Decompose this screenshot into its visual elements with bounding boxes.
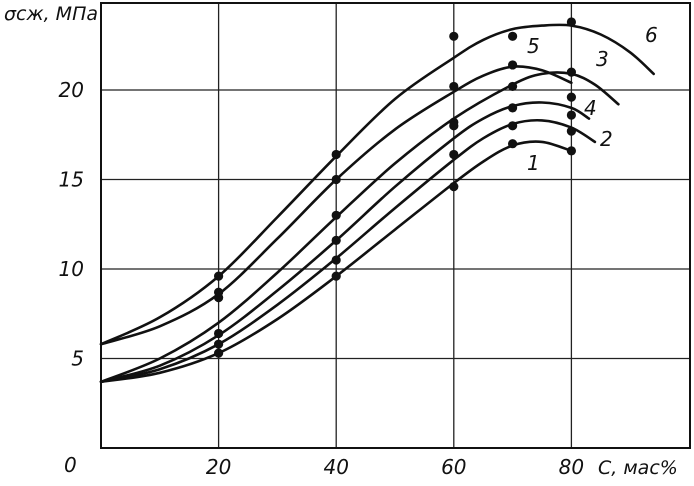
series-6-point-0 [214,271,224,281]
series-3-label: 3 [596,47,609,71]
grid [101,3,690,448]
series-4-point-4 [566,110,577,120]
series-4-line [99,101,591,384]
y-tick-label-15: 15 [59,168,84,192]
series-6-point-4 [566,17,577,27]
series-6-point-1 [331,149,341,160]
series-labels: 1 24 3 5 6 [527,23,658,175]
series-points [214,17,577,358]
series-2-line [99,118,597,384]
x-tick-label-60: 60 [441,455,466,479]
series-4-point-1 [331,235,341,245]
series-1-label: 1 [527,151,540,175]
series-1-point-2 [449,182,459,192]
series-3-point-3 [507,81,518,92]
y-tick-label-10: 10 [59,257,84,281]
series-5-label: 5 [527,34,540,58]
series-1-point-1 [331,271,341,281]
series-4-point-3 [507,103,518,113]
series-1-line [99,140,573,384]
x-tick-label-20: 20 [206,455,231,479]
x-axis-label: С, мас% [598,457,678,479]
series-4-label: 4 [584,96,597,120]
series-3-point-5 [566,92,577,102]
y-tick-label-5: 5 [71,347,84,371]
series-2-point-0 [214,339,224,349]
series-3-line [99,71,620,384]
series-5-point-2 [449,81,459,92]
series-6-point-3 [507,31,518,41]
series-5-point-0 [214,287,224,297]
series-4-point-0 [214,328,224,339]
series-3-point-4 [566,67,577,77]
series-2-label: 2 [600,127,613,151]
series-6-label: 6 [645,23,658,47]
series-1-point-3 [507,139,518,149]
series-5-point-1 [331,174,341,185]
x-tick-label-80: 80 [559,455,584,479]
series-2-point-3 [507,121,518,131]
series-3-point-2 [449,121,459,131]
plot-frame [100,2,691,449]
series-1-point-0 [214,348,224,358]
series-2-point-4 [566,126,577,136]
series-2-point-1 [331,255,341,265]
series-6-point-2 [449,31,459,41]
series-1-point-4 [566,146,577,156]
y-axis-label: σсж, МПа [4,3,98,25]
y-tick-label-20: 20 [59,78,84,102]
origin-label: 0 [64,453,77,477]
series-5-point-3 [507,60,518,70]
x-tick-label-40: 40 [323,455,348,479]
series-3-point-1 [331,210,341,220]
series-2-point-2 [449,149,459,160]
